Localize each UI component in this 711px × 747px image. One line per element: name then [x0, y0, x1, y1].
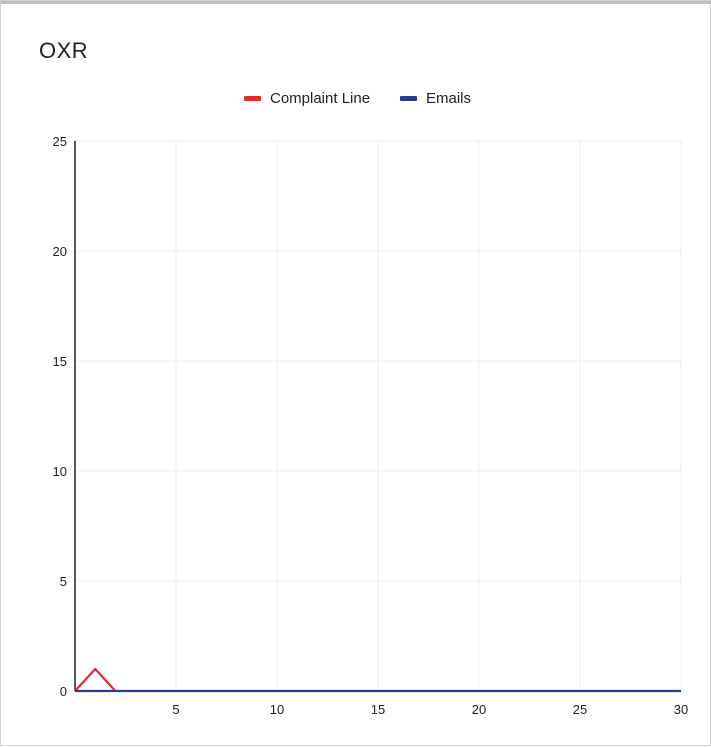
y-tick-label-15: 15: [53, 354, 67, 369]
y-tick-labels: 0 5 10 15 20 25: [53, 134, 67, 699]
legend: Complaint Line Emails: [1, 90, 711, 112]
legend-swatch-complaint-line: [244, 96, 261, 101]
top-rule: [1, 1, 711, 4]
y-tick-label-25: 25: [53, 134, 67, 149]
x-tick-label-5: 5: [172, 702, 179, 717]
x-tick-label-30: 30: [674, 702, 688, 717]
series-lines: [74, 667, 681, 693]
y-tick-label-10: 10: [53, 464, 67, 479]
legend-label-complaint-line: Complaint Line: [270, 90, 371, 107]
legend-label-emails: Emails: [426, 90, 472, 107]
x-tick-labels: 5 10 15 20 25 30: [172, 702, 688, 717]
y-tick-label-20: 20: [53, 244, 67, 259]
chart-title: OXR: [39, 38, 89, 63]
x-tick-label-15: 15: [371, 702, 385, 717]
y-tick-label-5: 5: [60, 574, 67, 589]
y-tick-label-0: 0: [60, 684, 67, 699]
x-tick-label-10: 10: [270, 702, 284, 717]
legend-item-complaint-line[interactable]: Complaint Line: [244, 90, 370, 107]
x-tick-label-20: 20: [472, 702, 486, 717]
legend-swatch-emails: [400, 96, 417, 101]
gridlines: [75, 140, 682, 691]
x-tick-label-25: 25: [573, 702, 587, 717]
legend-item-emails[interactable]: Emails: [400, 90, 471, 107]
series-line-complaint-line: [74, 667, 117, 692]
